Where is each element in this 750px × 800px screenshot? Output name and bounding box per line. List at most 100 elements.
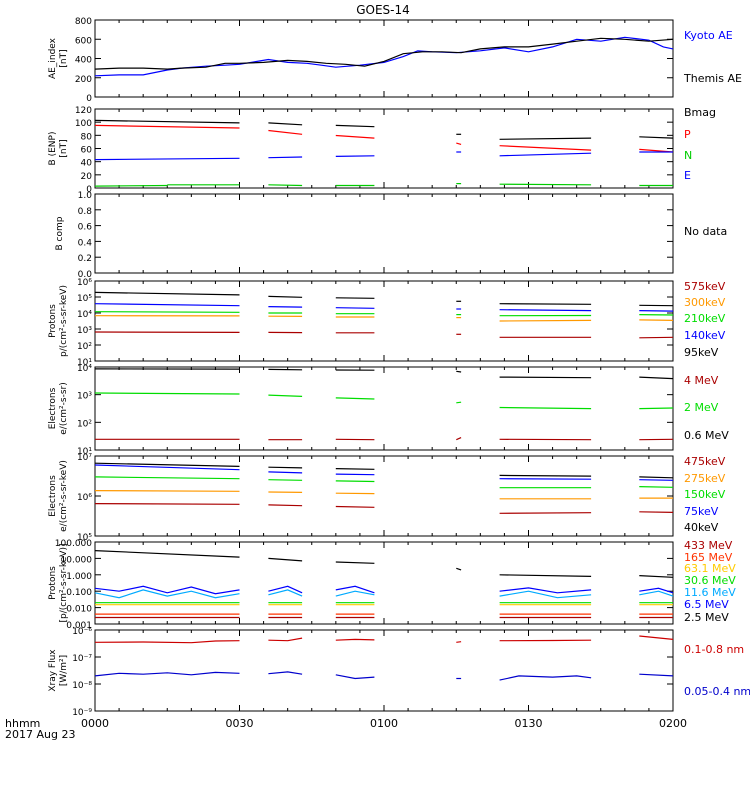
series-line-475kev xyxy=(639,511,674,513)
series-line-n xyxy=(268,184,303,187)
series-line-11-6-mev xyxy=(639,590,674,597)
y-tick-label: 0 xyxy=(86,94,92,104)
series-line-e xyxy=(268,156,303,159)
series-line-n xyxy=(94,184,168,187)
series-line-210kev xyxy=(94,311,240,313)
y-tick-label: 10⁻⁷ xyxy=(72,654,92,664)
panel-protons_mev: 0.001 0.010 0.100 1.000 10.000 100.000Protons… xyxy=(48,539,736,631)
legend-entry: 6.5 MeV xyxy=(684,598,729,611)
y-axis-label: Protons[p/(cm²-s-sr-keV)] xyxy=(48,544,69,623)
x-tick-label: 0130 xyxy=(515,717,543,730)
x-tick-label: 0000 xyxy=(81,717,109,730)
series-line-140kev xyxy=(335,307,375,309)
panel-frame xyxy=(94,19,674,98)
series-line-0-05-0-4-nm xyxy=(94,671,240,677)
legend-entry: Kyoto AE xyxy=(684,29,733,42)
series-line-475kev xyxy=(268,504,303,507)
series-line-95kev xyxy=(268,295,303,298)
series-line-0-1-0-8-nm xyxy=(335,638,375,641)
series-line-0-6-mev xyxy=(456,370,462,373)
y-tick-label: 10¹ xyxy=(77,358,92,368)
legend-entry: Themis AE xyxy=(683,72,742,85)
legend-entry: 2.5 MeV xyxy=(684,611,729,624)
series-line-p xyxy=(94,124,240,129)
series-line-475kev xyxy=(335,505,375,508)
date-label: 2017 Aug 23 xyxy=(5,728,75,741)
legend-entry: 475keV xyxy=(684,455,726,468)
series-line-e xyxy=(499,152,592,157)
series-line-2-mev xyxy=(268,394,303,397)
x-tick-label: 0200 xyxy=(659,717,687,730)
series-line-0-05-0-4-nm xyxy=(335,674,375,680)
series-line-6-5-mev xyxy=(335,585,375,594)
series-line-0-05-0-4-nm xyxy=(499,675,592,681)
y-axis-label: Electronse/(cm²-s-sr-keV) xyxy=(48,460,69,532)
series-line-2-mev xyxy=(639,407,674,410)
series-line-95kev xyxy=(499,303,592,305)
y-tick-label: 0.010 xyxy=(66,605,92,615)
y-axis-label: Electronse/(cm²-s-sr) xyxy=(48,382,69,435)
y-tick-label: 400 xyxy=(75,56,92,66)
panel-bcomp: 0.0 0.2 0.4 0.6 0.8 1.0 B comp No data xyxy=(55,191,727,280)
panel-electrons_kev: 10⁵ 10⁶ 10⁷ Electronse/(cm²-s-sr-keV) 475keV… xyxy=(48,453,726,543)
y-tick-label: 10.000 xyxy=(61,555,93,565)
y-axis-label: B (ENP)[nT] xyxy=(48,132,69,166)
series-line-2-mev xyxy=(94,392,240,395)
series-line-40kev xyxy=(639,476,674,479)
series-line-0-6-mev xyxy=(639,376,674,380)
legend-entry: 300keV xyxy=(684,296,726,309)
y-tick-label: 120 xyxy=(75,106,92,116)
series-line-300kev xyxy=(639,319,674,321)
y-tick-label: 100.000 xyxy=(55,539,92,549)
y-tick-label: 10⁻⁹ xyxy=(72,708,92,718)
series-line-150kev xyxy=(94,476,240,480)
series-line-2-5-mev xyxy=(639,575,674,578)
no-data-label: No data xyxy=(684,225,727,238)
y-tick-label: 10⁴ xyxy=(77,364,92,374)
series-line-2-mev xyxy=(499,406,592,410)
legend-entry: 165 MeV xyxy=(684,551,733,564)
legend-entry: N xyxy=(684,149,692,162)
series-line-6-5-mev xyxy=(94,585,240,595)
y-tick-label: 10² xyxy=(77,342,92,352)
series-line-6-5-mev xyxy=(268,585,303,594)
chart-title: GOES-14 xyxy=(356,3,410,17)
series-line-95kev xyxy=(94,291,240,296)
series-line-75kev xyxy=(639,479,674,481)
y-tick-label: 10¹ xyxy=(77,447,92,457)
legend-entry: 0.05-0.4 nm xyxy=(684,685,750,698)
legend-entry: 275keV xyxy=(684,472,726,485)
series-line-p xyxy=(499,145,592,151)
series-line-p xyxy=(456,142,462,145)
y-tick-label: 10⁷ xyxy=(77,453,92,463)
legend-entry: 433 MeV xyxy=(684,539,733,552)
series-line-140kev xyxy=(94,303,240,307)
series-line-n xyxy=(499,183,592,186)
series-line-75kev xyxy=(94,464,240,471)
series-line-bmag xyxy=(639,136,674,139)
y-tick-label: 80 xyxy=(81,132,93,142)
y-tick-label: 1.000 xyxy=(66,572,92,582)
series-line-95kev xyxy=(335,297,375,299)
panel-protons: 10¹ 10² 10³ 10⁴ 10⁵ 10⁶ Protonsp/(cm²-s-sr-keV… xyxy=(48,278,726,368)
series-line-75kev xyxy=(335,473,375,476)
series-line-140kev xyxy=(639,310,674,312)
series-line-2-mev xyxy=(456,401,462,404)
series-line-575kev xyxy=(639,336,674,339)
y-tick-label: 0.2 xyxy=(78,254,92,264)
series-line-40kev xyxy=(499,474,592,477)
y-tick-label: 600 xyxy=(75,36,92,46)
series-line-bmag xyxy=(335,124,375,128)
series-line-p xyxy=(335,134,375,139)
series-line-6-5-mev xyxy=(499,587,592,594)
x-tick-labels: 0000 0030 0100 0130 0200 xyxy=(81,717,687,730)
series-line-e xyxy=(335,155,375,157)
y-tick-label: 800 xyxy=(75,17,92,27)
series-line-40kev xyxy=(94,462,240,467)
series-line-2-5-mev xyxy=(456,567,462,571)
y-tick-label: 0.100 xyxy=(66,588,92,598)
y-tick-label: 0.0 xyxy=(78,270,93,280)
y-tick-label: 0 xyxy=(86,185,92,195)
legend-entry: 4 MeV xyxy=(684,374,719,387)
x-tick-label: 0100 xyxy=(370,717,398,730)
